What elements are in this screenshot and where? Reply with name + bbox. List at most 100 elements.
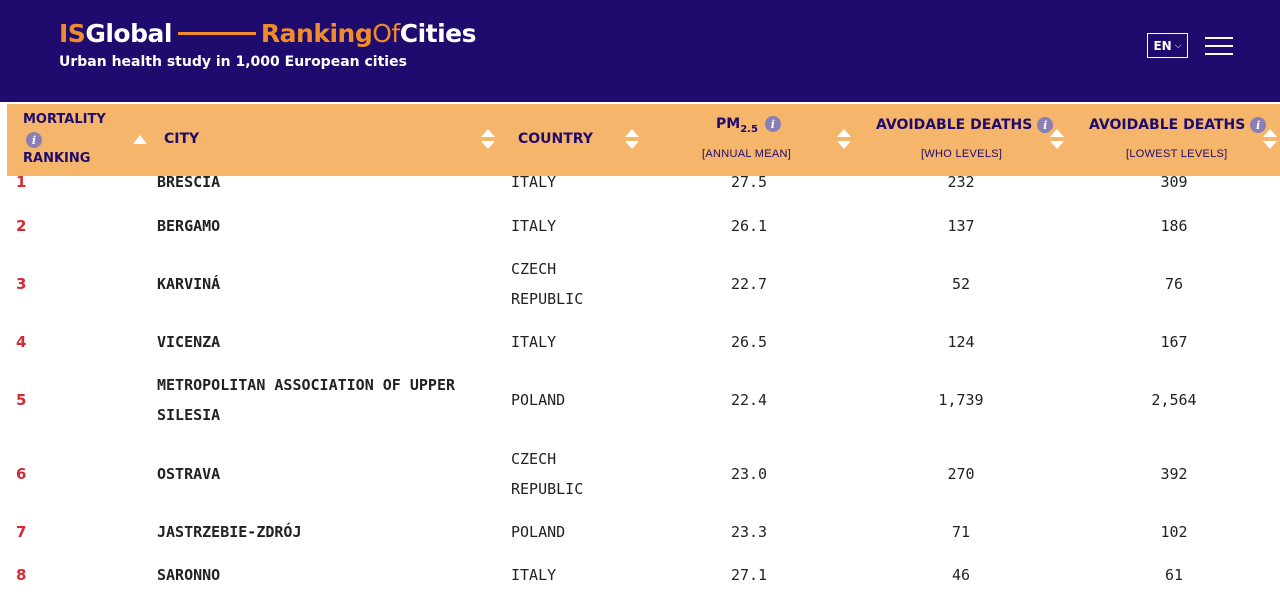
city-cell-line: SARONNO bbox=[157, 566, 221, 584]
info-icon[interactable]: i bbox=[764, 116, 781, 132]
column-header-ranking: RANKING bbox=[23, 151, 91, 166]
who-deaths-cell: 52 bbox=[951, 275, 971, 293]
sort-city-icon[interactable] bbox=[481, 129, 495, 151]
country-cell-line: REPUBLIC bbox=[511, 480, 584, 498]
country-cell: ITALY bbox=[511, 327, 661, 357]
logo-is: IS bbox=[59, 18, 86, 48]
city-cell-line: SILESIA bbox=[157, 406, 221, 424]
pm25-cell: 22.4 bbox=[730, 391, 768, 409]
table-row[interactable]: 8 SARONNO ITALY 27.1 46 61 bbox=[0, 560, 1280, 590]
who-deaths-cell: 46 bbox=[951, 566, 971, 584]
column-header-city[interactable]: CITY bbox=[164, 131, 200, 147]
country-cell-line: ITALY bbox=[511, 566, 557, 584]
city-cell: BRESCIA bbox=[157, 167, 497, 197]
city-cell: VICENZA bbox=[157, 327, 497, 357]
pm25-cell: 27.5 bbox=[730, 173, 768, 191]
pm-caption: [ANNUAL MEAN] bbox=[702, 148, 792, 160]
site-header: IS Global Ranking Of Cities Urban health stu… bbox=[0, 0, 1280, 102]
chevron-down-icon: ⌵ bbox=[1174, 40, 1182, 51]
lowest-label: AVOIDABLE DEATHS bbox=[1089, 117, 1246, 133]
logo-of: Of bbox=[372, 18, 400, 48]
sort-who-icon[interactable] bbox=[1050, 129, 1064, 151]
city-cell-line: KARVINÁ bbox=[157, 275, 221, 293]
lowest-deaths-cell: 102 bbox=[1160, 523, 1188, 541]
column-header-country[interactable]: COUNTRY bbox=[518, 131, 593, 147]
city-cell: OSTRAVA bbox=[157, 459, 497, 489]
table-header: MORTALITY i RANKING CITY COUNTRY PM2.5 i… bbox=[7, 104, 1280, 176]
table-row[interactable]: 2 BERGAMO ITALY 26.1 137 186 bbox=[0, 211, 1280, 241]
pm25-cell: 22.7 bbox=[730, 275, 768, 293]
sort-pm25-icon[interactable] bbox=[837, 129, 851, 151]
sort-ascending-icon[interactable] bbox=[133, 135, 147, 144]
pm-label: PM bbox=[716, 116, 741, 132]
ranking-cell: 1 bbox=[16, 173, 27, 191]
lowest-deaths-cell: 167 bbox=[1160, 333, 1188, 351]
column-header-mortality: MORTALITY bbox=[23, 112, 106, 127]
table-row[interactable]: 3 KARVINÁ CZECH REPUBLIC 22.7 52 76 bbox=[0, 254, 1280, 314]
table-row[interactable]: 6 OSTRAVA CZECH REPUBLIC 23.0 270 392 bbox=[0, 444, 1280, 504]
city-cell: SARONNO bbox=[157, 560, 497, 590]
pm25-cell: 23.3 bbox=[730, 523, 768, 541]
ranking-cell: 8 bbox=[16, 566, 27, 584]
pm25-cell: 23.0 bbox=[730, 465, 768, 483]
ranking-cell: 5 bbox=[16, 391, 27, 409]
who-deaths-cell: 1,739 bbox=[938, 391, 984, 409]
city-cell-line: JASTRZEBIE-ZDRÓJ bbox=[157, 523, 302, 541]
pm-subscript: 2.5 bbox=[740, 123, 758, 135]
country-cell-line: ITALY bbox=[511, 173, 557, 191]
country-cell-line: CZECH bbox=[511, 260, 557, 278]
hamburger-menu-icon[interactable] bbox=[1205, 37, 1233, 55]
sort-lowest-icon[interactable] bbox=[1263, 129, 1277, 151]
city-cell-line: BRESCIA bbox=[157, 173, 221, 191]
logo-cities: Cities bbox=[399, 18, 477, 48]
info-icon[interactable]: i bbox=[1250, 117, 1267, 133]
city-cell-line: VICENZA bbox=[157, 333, 221, 351]
who-deaths-cell: 137 bbox=[947, 217, 975, 235]
ranking-cell: 3 bbox=[16, 275, 27, 293]
table-row[interactable]: 5 METROPOLITAN ASSOCIATION OF UPPER SILESI… bbox=[0, 370, 1280, 430]
who-caption: [WHO LEVELS] bbox=[921, 148, 1003, 160]
column-header-pm25[interactable]: PM2.5 i bbox=[716, 116, 781, 135]
column-header-avoidable-deaths-lowest[interactable]: AVOIDABLE DEATHS i bbox=[1089, 117, 1267, 133]
info-icon[interactable]: i bbox=[26, 132, 42, 148]
lowest-caption: [LOWEST LEVELS] bbox=[1126, 148, 1228, 160]
ranking-cell: 2 bbox=[16, 217, 27, 235]
city-cell: METROPOLITAN ASSOCIATION OF UPPER SILESIA bbox=[157, 370, 497, 430]
country-cell-line: REPUBLIC bbox=[511, 290, 584, 308]
lowest-deaths-cell: 392 bbox=[1160, 465, 1188, 483]
ranking-cell: 7 bbox=[16, 523, 27, 541]
sort-country-icon[interactable] bbox=[625, 129, 639, 151]
city-cell-line: OSTRAVA bbox=[157, 465, 221, 483]
isglobal-ranking-logo[interactable]: IS Global Ranking Of Cities bbox=[59, 16, 477, 50]
who-deaths-cell: 124 bbox=[947, 333, 975, 351]
country-cell: POLAND bbox=[511, 385, 661, 415]
ranking-cell: 6 bbox=[16, 465, 27, 483]
table-row[interactable]: 1 BRESCIA ITALY 27.5 232 309 bbox=[0, 167, 1280, 197]
country-cell-line: CZECH bbox=[511, 450, 557, 468]
city-cell: KARVINÁ bbox=[157, 269, 497, 299]
who-deaths-cell: 232 bbox=[947, 173, 975, 191]
country-cell-line: POLAND bbox=[511, 391, 566, 409]
ranking-cell: 4 bbox=[16, 333, 27, 351]
tagline: Urban health study in 1,000 European cit… bbox=[59, 54, 407, 70]
logo-divider-line bbox=[177, 31, 256, 35]
info-icon[interactable]: i bbox=[1037, 117, 1054, 133]
country-cell: ITALY bbox=[511, 167, 661, 197]
who-deaths-cell: 71 bbox=[951, 523, 971, 541]
lowest-deaths-cell: 76 bbox=[1164, 275, 1184, 293]
table-row[interactable]: 7 JASTRZEBIE-ZDRÓJ POLAND 23.3 71 102 bbox=[0, 517, 1280, 547]
table-row[interactable]: 4 VICENZA ITALY 26.5 124 167 bbox=[0, 327, 1280, 357]
country-cell: CZECH REPUBLIC bbox=[511, 254, 661, 314]
who-deaths-cell: 270 bbox=[947, 465, 975, 483]
pm25-cell: 27.1 bbox=[730, 566, 768, 584]
country-cell-line: POLAND bbox=[511, 523, 566, 541]
city-cell-line: METROPOLITAN ASSOCIATION OF UPPER bbox=[157, 376, 456, 394]
lowest-deaths-cell: 186 bbox=[1160, 217, 1188, 235]
column-header-avoidable-deaths-who[interactable]: AVOIDABLE DEATHS i bbox=[876, 117, 1054, 133]
country-cell: POLAND bbox=[511, 517, 661, 547]
language-select[interactable]: EN ⌵ bbox=[1147, 33, 1188, 58]
city-cell-line: BERGAMO bbox=[157, 217, 221, 235]
city-cell: JASTRZEBIE-ZDRÓJ bbox=[157, 517, 497, 547]
country-cell: CZECH REPUBLIC bbox=[511, 444, 661, 504]
pm25-cell: 26.5 bbox=[730, 333, 768, 351]
